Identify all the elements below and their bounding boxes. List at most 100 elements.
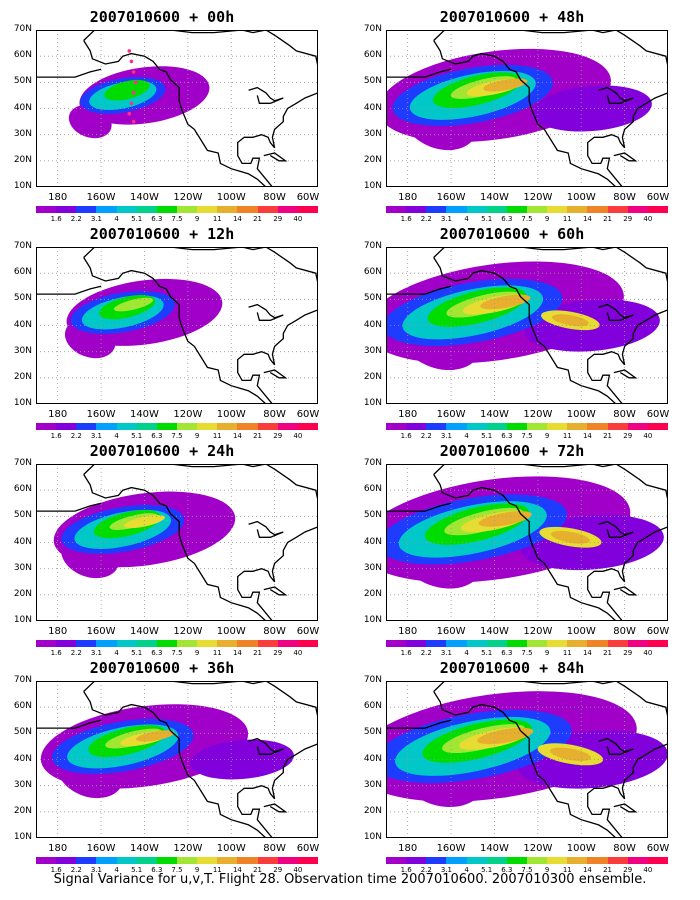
colorbar-label: 29: [273, 432, 283, 440]
variance-contour: [480, 294, 531, 310]
lat-tick-label: 60N: [13, 701, 32, 712]
colorbar-label: 1.6: [50, 649, 62, 657]
lon-tick-label: 80W: [263, 843, 286, 854]
colorbar-label: 11: [562, 215, 572, 223]
colorbar-label: 14: [582, 866, 592, 874]
lat-tick-label: 10N: [363, 398, 382, 408]
coastline: [386, 502, 452, 512]
lon-tick-label: 140W: [129, 843, 159, 854]
colorbar-label: 6.3: [151, 649, 163, 657]
coastline: [613, 803, 638, 813]
coastline: [433, 40, 623, 187]
colorbar-label: 3.1: [440, 215, 452, 223]
colorbar-swatch: [217, 423, 238, 430]
colorbar-swatch: [526, 857, 548, 864]
map-area: 70N 60N 50N 40N 30N 20N 10N: [364, 241, 668, 408]
lat-tick-label: 20N: [13, 371, 32, 382]
coastline: [248, 520, 284, 538]
lat-tick-label: 70N: [13, 24, 32, 34]
coastline: [248, 303, 284, 321]
colorbar-label: 14: [232, 649, 242, 657]
colorbar-label: 4: [464, 866, 469, 874]
lon-tick-label: 140W: [479, 843, 509, 854]
lon-tick-label: 100W: [566, 626, 596, 637]
colorbar-label: 14: [232, 215, 242, 223]
lat-tick-label: 60N: [363, 267, 382, 278]
colorbar-swatch: [176, 423, 198, 430]
lat-tick-label: 70N: [363, 458, 382, 468]
colorbar-label: 11: [212, 215, 222, 223]
colorbar-swatch: [627, 640, 648, 647]
colorbar-label: 7.5: [521, 866, 533, 874]
colorbar-swatch: [567, 857, 588, 864]
colorbar-swatch: [136, 423, 157, 430]
colorbar: [386, 206, 668, 213]
colorbar-swatch: [607, 640, 628, 647]
colorbar-swatch: [277, 857, 298, 864]
coastline: [36, 719, 102, 729]
colorbar-label: 5.1: [481, 866, 493, 874]
colorbar-label: 14: [582, 432, 592, 440]
colorbar-label: 2.2: [420, 432, 432, 440]
lon-tick-label: 180: [398, 626, 418, 637]
lon-tick-label: 60W: [646, 192, 670, 203]
flight-track-point: [133, 80, 138, 85]
coastline: [587, 309, 668, 404]
lon-tick-label: 160W: [436, 626, 466, 637]
lon-tick-label: 80W: [613, 409, 636, 420]
colorbar-label: 11: [562, 649, 572, 657]
lat-tick-label: 10N: [363, 181, 382, 191]
colorbar-swatch: [96, 423, 117, 430]
coastline: [83, 247, 318, 284]
coastline: [248, 86, 284, 104]
colorbar-swatch: [426, 857, 447, 864]
colorbar-label: 6.3: [151, 432, 163, 440]
lon-tick-label: 120W: [173, 192, 203, 203]
colorbar-label: 2.2: [70, 866, 82, 874]
colorbar-swatch: [277, 206, 298, 213]
colorbar-label: 14: [232, 432, 242, 440]
variance-contour: [551, 314, 589, 327]
map-area: 70N 60N 50N 40N 30N 20N 10N: [364, 675, 668, 842]
colorbar-label: 9: [194, 215, 200, 223]
lat-tick-label: 50N: [13, 727, 32, 738]
colorbar-swatch: [506, 857, 527, 864]
colorbar-label: 6.3: [501, 432, 513, 440]
colorbar-label: 9: [194, 432, 200, 440]
coastline: [587, 526, 668, 621]
lat-tick-label: 40N: [13, 536, 32, 547]
lat-tick-label: 10N: [363, 832, 382, 842]
variance-map: [386, 464, 668, 621]
lon-tick-label: 80W: [613, 843, 636, 854]
lat-tick-label: 40N: [363, 753, 382, 764]
colorbar-swatch: [466, 640, 487, 647]
colorbar-label: 2.2: [70, 432, 82, 440]
lon-tick-label: 180: [48, 192, 68, 203]
colorbar-swatch: [587, 640, 608, 647]
colorbar-label: 11: [562, 432, 572, 440]
lat-tick-label: 70N: [13, 458, 32, 468]
variance-contour: [550, 530, 590, 544]
colorbar-swatch: [76, 206, 97, 213]
colorbar-swatch: [156, 206, 177, 213]
colorbar-label: 3.1: [440, 866, 452, 874]
colorbar-label: 14: [232, 866, 242, 874]
forecast-panel: 2007010600 + 36h 70N 60N 50N 40N 30N 20N 10N 180…: [2, 659, 322, 874]
coastline: [237, 743, 318, 838]
colorbar-swatch: [567, 206, 588, 213]
colorbar-swatch: [406, 640, 427, 647]
colorbar-label: 4: [464, 432, 469, 440]
colorbar-label: 4: [114, 649, 119, 657]
panel-title: 2007010600 + 00h: [89, 8, 235, 26]
lat-tick-label: 50N: [13, 293, 32, 304]
lon-tick-label: 140W: [479, 626, 509, 637]
colorbar-swatch: [607, 206, 628, 213]
lon-tick-label: 120W: [173, 843, 203, 854]
lat-tick-label: 60N: [363, 484, 382, 495]
colorbar-swatch: [257, 857, 278, 864]
colorbar-swatch: [386, 640, 407, 647]
colorbar-swatch: [627, 206, 648, 213]
map-area: 70N 60N 50N 40N 30N 20N 10N: [364, 458, 668, 625]
lon-tick-label: 60W: [296, 843, 320, 854]
colorbar-swatch: [36, 640, 57, 647]
